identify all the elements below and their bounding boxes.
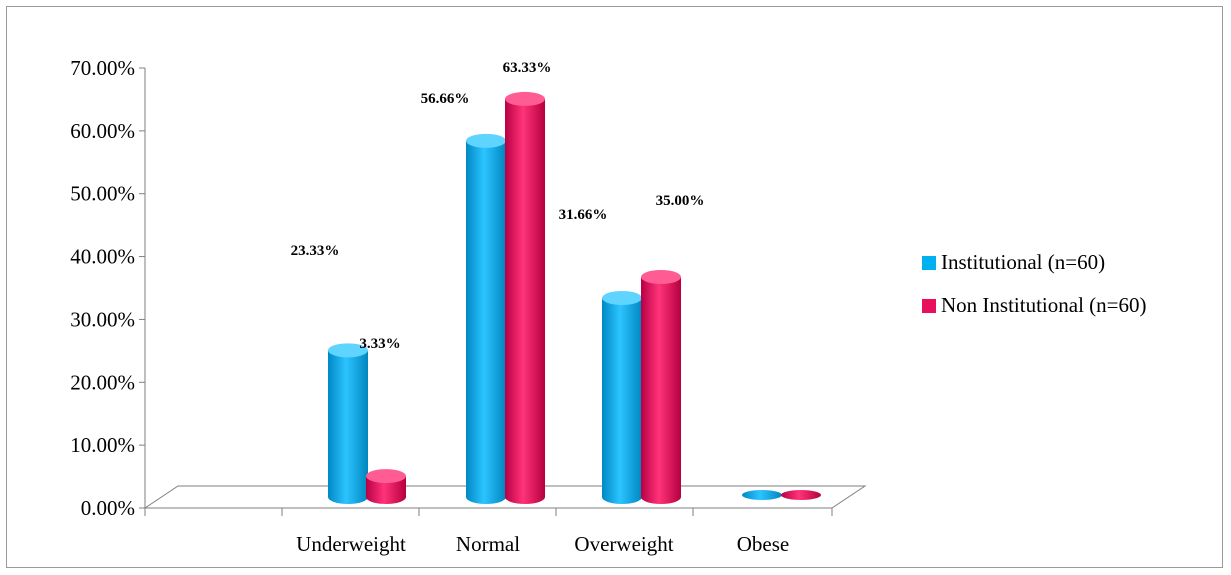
bar-body [641, 277, 681, 504]
bar [742, 490, 782, 500]
bar-flat [742, 490, 782, 500]
bar-body [366, 476, 406, 504]
bar-top [328, 343, 368, 358]
x-category-label: Underweight [296, 532, 406, 556]
bar-body [505, 98, 545, 504]
legend-swatch [922, 299, 936, 313]
x-category-label: Overweight [574, 532, 673, 556]
y-tick-label: 60.00% [70, 119, 135, 143]
y-tick-label: 40.00% [70, 245, 135, 269]
legend-entry: Non Institutional (n=60) [941, 293, 1147, 317]
bar-top [366, 469, 406, 484]
y-tick-label: 20.00% [70, 370, 135, 394]
bar-body [466, 140, 506, 504]
bar [505, 91, 545, 504]
y-tick-label: 70.00% [70, 56, 135, 80]
bar-top [505, 91, 545, 106]
y-tick-label: 10.00% [70, 433, 135, 457]
bar-body [328, 350, 368, 504]
bar [781, 490, 821, 500]
y-tick-label: 0.00% [81, 496, 135, 520]
bars-layer [328, 91, 821, 504]
x-category-label: Normal [456, 532, 520, 556]
bar-top [641, 270, 681, 284]
data-label: 31.66% [559, 207, 608, 223]
y-tick-label: 50.00% [70, 182, 135, 206]
legend: Institutional (n=60) Non Institutional (n… [922, 250, 1147, 317]
bar [641, 270, 681, 504]
bar [602, 290, 642, 504]
y-tick-label: 30.00% [70, 307, 135, 331]
bar [328, 343, 368, 504]
bar-flat [781, 490, 821, 500]
data-label: 63.33% [503, 60, 552, 76]
data-label: 35.00% [656, 193, 705, 209]
bar-top [602, 290, 642, 305]
legend-entry: Institutional (n=60) [941, 250, 1105, 274]
bar [466, 133, 506, 504]
legend-swatch [922, 256, 936, 270]
data-label: 3.33% [359, 336, 400, 352]
data-label: 56.66% [421, 91, 470, 107]
x-category-label: Obese [737, 532, 789, 556]
bar-body [602, 297, 642, 504]
labels-layer: 23.33% 56.66% 31.66% 3.33% 63.33% 35.00% [291, 60, 705, 352]
data-label: 23.33% [291, 243, 340, 259]
bar [366, 469, 406, 504]
axis-layer: 0.00% 10.00% 20.00% 30.00% 40.00% 50.00% 60.00… [70, 56, 867, 556]
bar-top [466, 133, 506, 148]
